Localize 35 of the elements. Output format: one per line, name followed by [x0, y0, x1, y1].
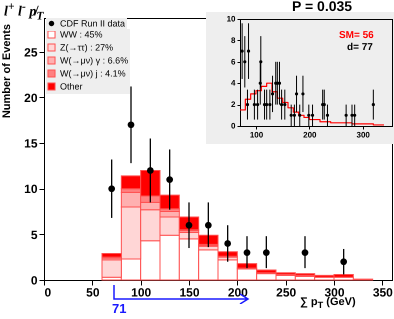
annotation: d= 77 [347, 42, 373, 53]
text: P = 0.035 [292, 0, 352, 14]
x-tick-label: 0 [44, 286, 52, 300]
y-tick-label: 5 [30, 228, 38, 242]
annotation: SM= 56 [339, 30, 374, 41]
y-axis-title: Number of Events [1, 24, 13, 120]
legend-label: Other [60, 82, 83, 92]
y-tick-label: 0 [231, 122, 236, 130]
x-tick-label: 250 [276, 286, 296, 300]
y-tick-label: 2 [231, 100, 236, 110]
y-tick-label: 0 [30, 274, 38, 288]
x-tick-label: 350 [372, 286, 394, 300]
legend-label: WW : 45% [60, 30, 103, 40]
x-tick-label: 200 [303, 130, 318, 140]
y-tick-label: 4 [231, 78, 236, 88]
y-tick-label: 20 [24, 90, 38, 105]
x-tick-label: 100 [250, 130, 264, 140]
x-axis-title: ∑ p$_{T}$ (GeV) [300, 296, 356, 310]
y-tick-label: 10 [24, 182, 38, 196]
legend-label: W(→μν) γ : 6.6% [60, 56, 128, 66]
x-tick-label: 300 [356, 130, 370, 140]
legend-label: W(→μν) j : 4.1% [60, 68, 126, 78]
y-tick-label: 15 [24, 136, 38, 151]
x-tick-label: 100 [131, 286, 152, 300]
x-tick-label: 150 [179, 286, 200, 300]
y-tick-label: 10 [226, 14, 236, 24]
x-tick-label: 200 [228, 286, 248, 300]
legend-label: CDF Run II data [60, 18, 126, 28]
y-tick-label: 8 [231, 36, 236, 45]
chart-title: l$^{+}$ l$^{-}$ p̸$_{T}$ [4, 0, 44, 22]
y-tick-label: 6 [231, 57, 236, 66]
text: 71 [112, 301, 126, 316]
legend-label: Z(→ττ) : 27% [60, 42, 114, 52]
y-tick-label: 25 [24, 45, 38, 60]
x-tick-label: 50 [86, 286, 100, 300]
